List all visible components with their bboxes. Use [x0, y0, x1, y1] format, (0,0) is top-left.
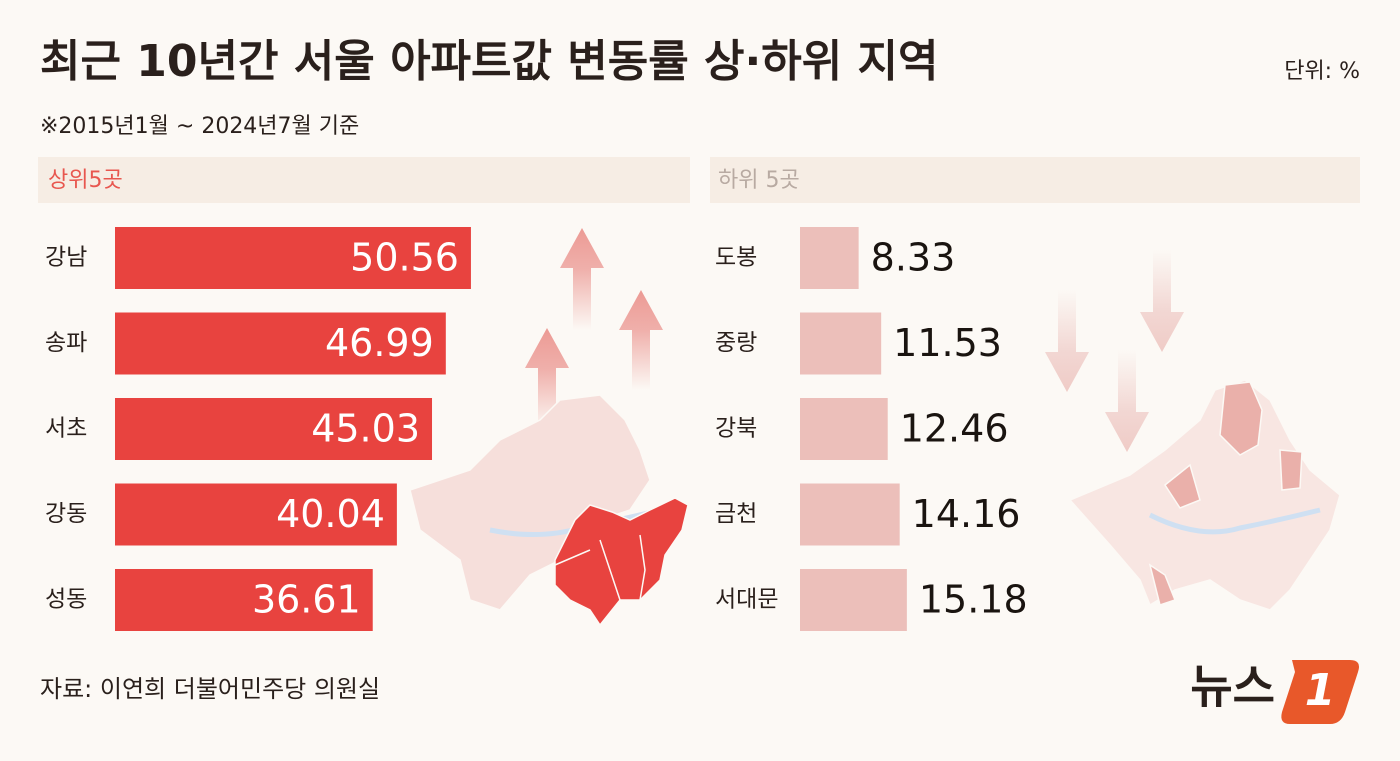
category-label: 송파 — [45, 330, 87, 356]
bar — [800, 227, 859, 289]
bar — [800, 483, 900, 546]
bar — [115, 398, 433, 460]
up-arrows — [525, 228, 663, 430]
category-label: 강남 — [45, 245, 87, 271]
value-label: 14.16 — [912, 492, 1021, 536]
value-label: 12.46 — [900, 407, 1009, 451]
brand-badge — [1281, 660, 1359, 724]
category-label: 중랑 — [715, 330, 757, 356]
seoul-map — [1068, 379, 1341, 611]
panel-header — [38, 157, 690, 203]
down-arrows — [1045, 250, 1184, 452]
value-label: 11.53 — [893, 321, 1002, 365]
value-label: 36.61 — [252, 578, 361, 622]
value-label: 45.03 — [311, 407, 420, 451]
bar — [115, 569, 373, 631]
source: 자료: 이연희 더불어민주당 의원실 — [40, 675, 380, 703]
bar — [800, 312, 882, 375]
bar — [800, 398, 888, 460]
seoul-map — [409, 394, 689, 627]
bar — [115, 312, 446, 375]
brand: 뉴스 — [1190, 660, 1275, 714]
category-label: 강동 — [45, 501, 87, 527]
title: 최근 10년간 서울 아파트값 변동률 상·하위 지역 — [40, 36, 939, 87]
category-label: 도봉 — [715, 245, 757, 271]
bar — [115, 483, 397, 546]
panel-title: 상위5곳 — [48, 168, 123, 193]
category-label: 강북 — [715, 416, 757, 442]
logo: 뉴스 1 — [1190, 660, 1359, 724]
value-label: 46.99 — [325, 321, 434, 365]
value-label: 15.18 — [919, 578, 1028, 622]
category-label: 성동 — [45, 587, 87, 613]
value-label: 8.33 — [871, 236, 956, 280]
unit: 단위: % — [1284, 59, 1360, 84]
category-label: 서초 — [45, 416, 87, 442]
panel-title: 하위 5곳 — [718, 168, 800, 193]
category-label: 금천 — [715, 501, 757, 527]
brand-mark: 1 — [1305, 665, 1336, 716]
value-label: 40.04 — [276, 492, 385, 536]
bar — [800, 569, 907, 631]
category-label: 서대문 — [715, 587, 778, 613]
panel-header — [710, 157, 1360, 203]
value-label: 50.56 — [350, 236, 459, 280]
bar — [115, 227, 471, 289]
subtitle: ※2015년1월 ~ 2024년7월 기준 — [40, 114, 359, 139]
